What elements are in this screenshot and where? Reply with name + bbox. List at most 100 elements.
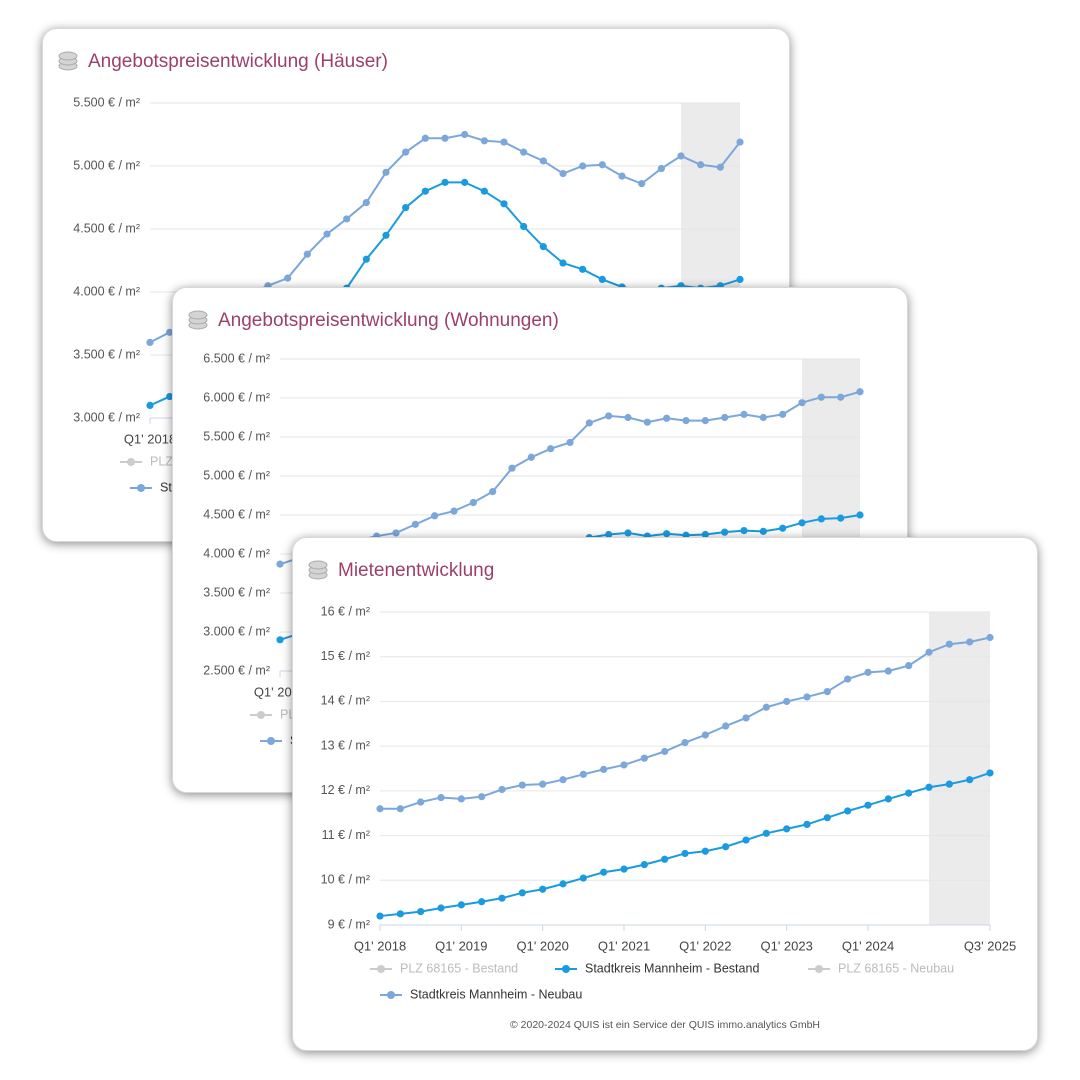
y-tick-label: 6.500 € / m² xyxy=(203,351,270,365)
y-tick-label: 10 € / m² xyxy=(321,873,370,887)
data-point xyxy=(640,861,648,869)
x-tick-label: Q1' 2020 xyxy=(516,938,568,953)
data-point xyxy=(643,418,651,426)
data-point xyxy=(559,880,567,888)
data-point xyxy=(986,769,994,777)
data-point xyxy=(945,640,953,648)
data-point xyxy=(740,527,748,535)
data-point xyxy=(396,910,404,918)
data-point xyxy=(417,798,425,806)
data-point xyxy=(803,820,811,828)
icon xyxy=(308,560,328,570)
chart-title: Angebotspreisentwicklung (Häuser) xyxy=(88,51,388,72)
data-point xyxy=(498,894,506,902)
data-point xyxy=(547,445,555,453)
legend-marker xyxy=(267,737,275,745)
data-point xyxy=(823,814,831,822)
data-point xyxy=(276,636,284,644)
data-point xyxy=(579,162,587,170)
data-point xyxy=(716,163,724,171)
data-point xyxy=(559,169,567,178)
data-point xyxy=(677,152,685,160)
data-point xyxy=(884,795,892,803)
data-point xyxy=(663,530,671,538)
data-point xyxy=(146,401,154,409)
data-point xyxy=(736,275,744,283)
data-point xyxy=(539,780,547,788)
legend-marker xyxy=(137,484,145,492)
data-point xyxy=(701,417,709,425)
data-point xyxy=(276,560,284,568)
data-point xyxy=(905,662,913,670)
data-point xyxy=(657,164,665,173)
data-point xyxy=(500,200,508,208)
data-point xyxy=(469,498,477,507)
data-point xyxy=(166,328,174,336)
data-point xyxy=(382,168,390,176)
legend-label: PLZ 68165 - Neubau xyxy=(838,961,954,975)
forecast-band xyxy=(929,612,990,925)
x-tick-label: Q1' 2023 xyxy=(760,938,812,953)
data-point xyxy=(441,134,449,142)
data-point xyxy=(600,868,608,876)
x-tick-label: Q1' 2018 xyxy=(354,938,406,953)
y-tick-label: 4.500 € / m² xyxy=(203,507,270,521)
y-tick-label: 3.500 € / m² xyxy=(73,347,140,361)
y-tick-label: 11 € / m² xyxy=(322,828,370,842)
data-point xyxy=(856,388,864,396)
y-tick-label: 2.500 € / m² xyxy=(203,663,270,677)
data-point xyxy=(905,789,913,797)
data-point xyxy=(518,889,526,897)
data-point xyxy=(605,412,613,420)
data-point xyxy=(605,530,613,539)
y-tick-label: 4.000 € / m² xyxy=(203,546,270,560)
data-point xyxy=(539,885,547,893)
data-point xyxy=(663,414,671,422)
data-point xyxy=(701,530,709,539)
data-point xyxy=(520,222,528,231)
y-tick-label: 15 € / m² xyxy=(321,649,370,663)
y-tick-label: 5.000 € / m² xyxy=(73,158,140,172)
data-point xyxy=(600,765,608,773)
data-point xyxy=(966,638,974,646)
y-tick-label: 13 € / m² xyxy=(321,738,370,752)
data-point xyxy=(146,338,154,346)
data-point xyxy=(721,528,729,536)
data-point xyxy=(817,515,825,523)
x-tick-label: Q3' 2025 xyxy=(964,938,1016,953)
data-point xyxy=(736,138,744,146)
data-point xyxy=(566,438,574,447)
y-tick-label: 3.000 € / m² xyxy=(203,624,270,638)
y-tick-label: 6.000 € / m² xyxy=(203,390,270,404)
data-point xyxy=(681,738,689,747)
data-point xyxy=(461,178,469,186)
data-point xyxy=(450,507,458,515)
x-tick-label: Q1' 2018 xyxy=(124,431,176,446)
data-point xyxy=(701,847,709,855)
data-point xyxy=(722,843,730,851)
y-tick-label: 5.000 € / m² xyxy=(203,468,270,482)
y-tick-label: 4.500 € / m² xyxy=(73,221,140,235)
data-point xyxy=(762,703,770,711)
data-point xyxy=(783,825,791,833)
y-tick-label: 9 € / m² xyxy=(328,917,370,931)
card-background xyxy=(292,537,1038,1051)
data-point xyxy=(884,667,892,675)
data-point xyxy=(489,488,497,496)
data-point xyxy=(431,512,439,520)
data-point xyxy=(303,250,311,258)
data-point xyxy=(817,393,825,401)
data-point xyxy=(925,648,933,656)
data-point xyxy=(759,527,767,535)
data-point xyxy=(783,697,791,706)
data-point xyxy=(421,134,429,142)
data-point xyxy=(323,230,331,238)
data-point xyxy=(823,687,831,696)
data-point xyxy=(925,783,933,791)
data-point xyxy=(362,198,370,207)
data-point xyxy=(966,776,974,784)
data-point xyxy=(661,747,669,756)
x-tick-label: Q1' 2019 xyxy=(435,938,487,953)
data-point xyxy=(539,157,547,165)
